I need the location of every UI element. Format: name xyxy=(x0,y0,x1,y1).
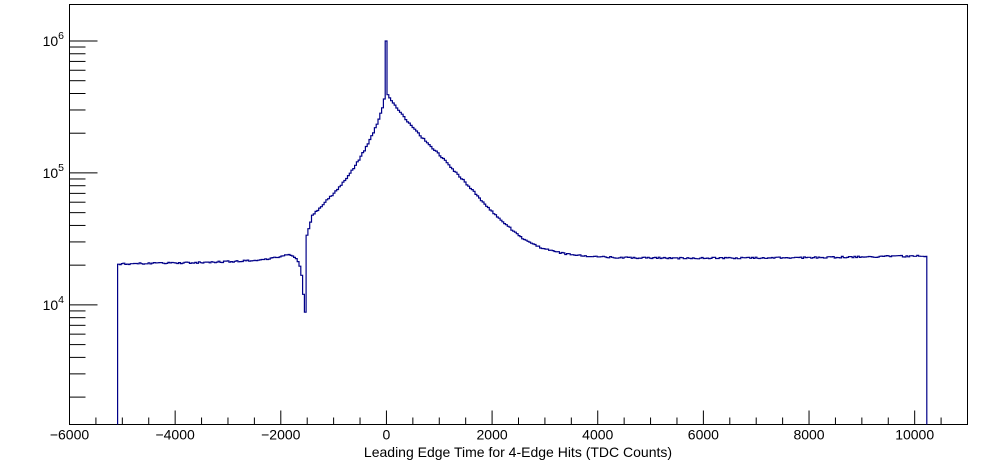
x-tick-label: 8000 xyxy=(793,427,824,443)
x-tick-label: 2000 xyxy=(477,427,508,443)
x-axis-ticks xyxy=(69,410,968,425)
x-tick-label: 10000 xyxy=(895,427,934,443)
y-tick-label: 104 xyxy=(43,294,65,313)
x-tick-label: −2000 xyxy=(261,427,301,443)
y-tick-label: 105 xyxy=(43,162,65,181)
x-tick-label: 4000 xyxy=(582,427,613,443)
x-axis-title: Leading Edge Time for 4-Edge Hits (TDC C… xyxy=(363,444,673,460)
x-tick-label: −6000 xyxy=(50,427,90,443)
x-tick-label: −4000 xyxy=(155,427,195,443)
y-tick-label: 106 xyxy=(43,30,65,49)
y-axis-ticks xyxy=(69,40,98,398)
x-axis-tick-labels: −6000 −4000 −2000 0 2000 4000 6000 8000 10000 xyxy=(50,427,935,443)
x-tick-label: 0 xyxy=(383,427,391,443)
plot-frame xyxy=(69,4,968,425)
histogram-curve xyxy=(117,40,928,425)
x-tick-label: 6000 xyxy=(688,427,719,443)
y-axis-tick-labels: 104 105 106 xyxy=(43,30,65,313)
